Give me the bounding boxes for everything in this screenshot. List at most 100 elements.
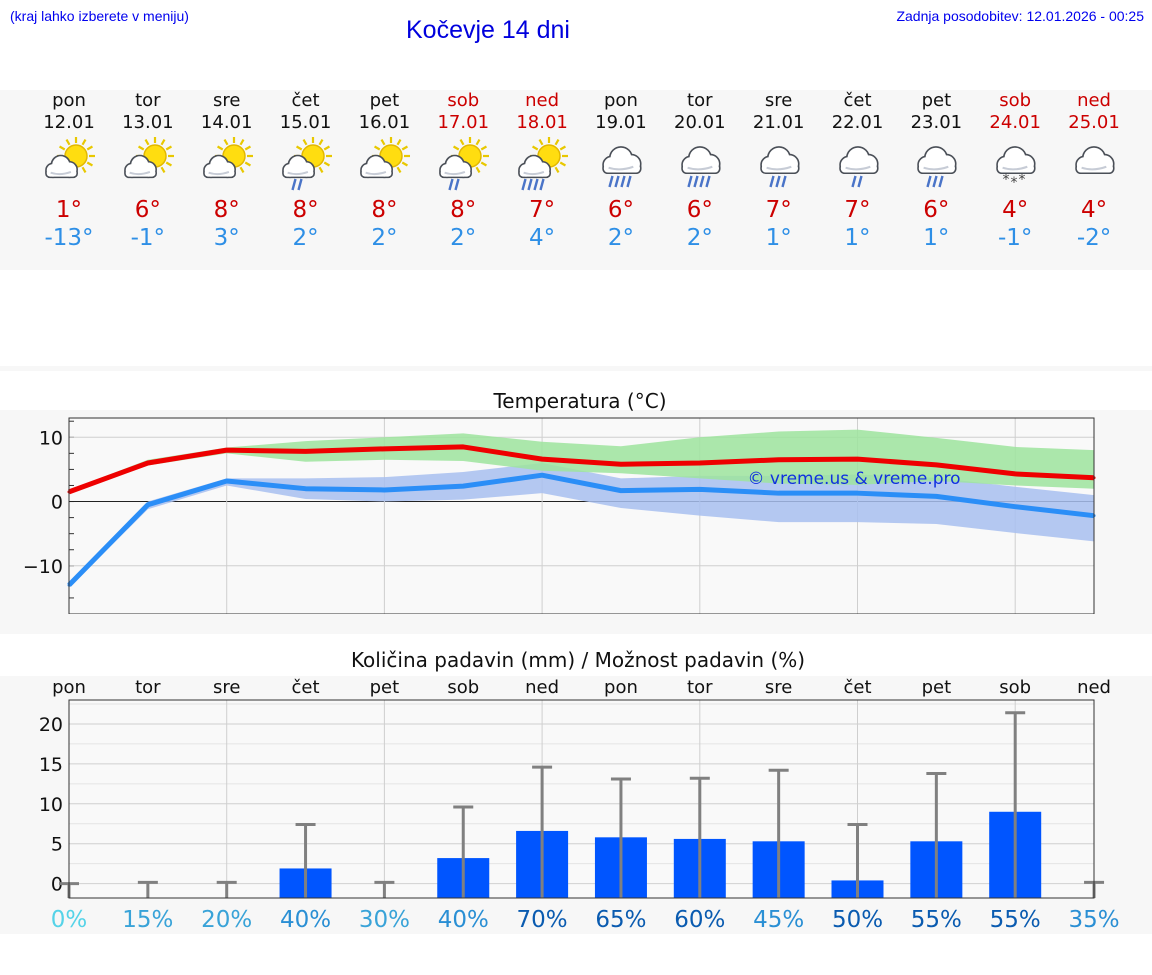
day-name: pet <box>897 90 976 112</box>
day-date: 13.01 <box>108 112 187 134</box>
temp-max: 1° <box>30 196 109 224</box>
tmax-point <box>383 447 386 450</box>
tmax-point <box>225 449 228 452</box>
precip-probability: 55% <box>990 907 1041 933</box>
day-name: čet <box>266 90 345 112</box>
y-tick-label: 5 <box>51 834 63 856</box>
temp-min: 4° <box>503 224 582 252</box>
day-column: ned25.014°-2° <box>1055 90 1134 252</box>
y-tick-label: −10 <box>23 556 63 578</box>
precip-probability: 65% <box>595 907 646 933</box>
cloud-rain-icon <box>897 134 976 196</box>
precip-probability: 60% <box>674 907 725 933</box>
day-date: 12.01 <box>30 112 109 134</box>
temp-min: -13° <box>30 224 109 252</box>
svg-text:*: * <box>1011 175 1018 191</box>
day-date: 24.01 <box>976 112 1055 134</box>
precip-probability: 40% <box>438 907 489 933</box>
tmax-point <box>698 461 701 464</box>
y-tick-label: 10 <box>39 794 63 816</box>
precip-probability: 40% <box>280 907 331 933</box>
tmin-point <box>935 495 938 498</box>
day-column: ned18.017°4° <box>503 90 582 252</box>
day-column: tor13.016°-1° <box>108 90 187 252</box>
temp-max: 8° <box>266 196 345 224</box>
svg-text:*: * <box>1003 172 1010 188</box>
cloud-icon <box>1055 134 1134 196</box>
tmin-point <box>856 492 859 495</box>
svg-text:*: * <box>1019 172 1026 188</box>
day-date: 22.01 <box>818 112 897 134</box>
tmin-point <box>304 487 307 490</box>
sun-cloud-icon <box>345 134 424 196</box>
temperature-chart: Temperatura (°C)100−10© vreme.us & vreme… <box>0 384 1152 614</box>
temp-max: 6° <box>660 196 739 224</box>
sun-cloud-light-rain-icon <box>424 134 503 196</box>
temp-min: 1° <box>818 224 897 252</box>
y-tick-label: 10 <box>39 427 63 449</box>
tmax-point <box>856 458 859 461</box>
tmin-point <box>146 503 149 506</box>
tmin-point <box>698 488 701 491</box>
day-column: čet15.018°2° <box>266 90 345 252</box>
precip-probability: 70% <box>517 907 568 933</box>
x-day-label: pon <box>52 677 86 698</box>
x-day-label: ned <box>1077 677 1111 698</box>
precip-probability: 45% <box>753 907 804 933</box>
x-day-label: pon <box>604 677 638 698</box>
tmax-point <box>304 450 307 453</box>
sun-cloud-icon <box>30 134 109 196</box>
day-name: sob <box>976 90 1055 112</box>
temp-min: -1° <box>976 224 1055 252</box>
tmax-point <box>1014 472 1017 475</box>
day-date: 15.01 <box>266 112 345 134</box>
tmin-point <box>541 474 544 477</box>
temp-min: 1° <box>739 224 818 252</box>
day-column: tor20.016°2° <box>660 90 739 252</box>
cloud-light-rain-icon <box>818 134 897 196</box>
day-column: čet22.017°1° <box>818 90 897 252</box>
day-name: čet <box>818 90 897 112</box>
y-tick-label: 15 <box>39 754 63 776</box>
tmin-point <box>383 488 386 491</box>
tmax-point <box>619 463 622 466</box>
day-date: 17.01 <box>424 112 503 134</box>
x-day-label: tor <box>687 677 713 698</box>
chart-title: Količina padavin (mm) / Možnost padavin … <box>351 648 805 672</box>
day-column: sob17.018°2° <box>424 90 503 252</box>
day-name: pet <box>345 90 424 112</box>
precip-probability: 15% <box>122 907 173 933</box>
x-day-label: tor <box>135 677 161 698</box>
sun-cloud-rain-icon <box>503 134 582 196</box>
temp-min: -2° <box>1055 224 1134 252</box>
precip-probability: 35% <box>1068 907 1119 933</box>
tmin-point <box>777 492 780 495</box>
day-column: pet23.016°1° <box>897 90 976 252</box>
day-name: sre <box>187 90 266 112</box>
x-day-label: sre <box>213 677 240 698</box>
temp-max: 8° <box>345 196 424 224</box>
day-date: 14.01 <box>187 112 266 134</box>
temp-min: 1° <box>897 224 976 252</box>
tmin-point <box>462 485 465 488</box>
sun-cloud-light-rain-icon <box>266 134 345 196</box>
tmin-point <box>225 479 228 482</box>
cloud-heavy-rain-icon <box>660 134 739 196</box>
precip-probability: 30% <box>359 907 410 933</box>
tmax-point <box>541 458 544 461</box>
tmax-point <box>146 461 149 464</box>
day-date: 18.01 <box>503 112 582 134</box>
day-date: 19.01 <box>581 112 660 134</box>
day-name: ned <box>503 90 582 112</box>
tmax-point <box>777 458 780 461</box>
tmin-point <box>619 489 622 492</box>
precip-probability: 20% <box>201 907 252 933</box>
temp-min: 2° <box>660 224 739 252</box>
y-tick-label: 20 <box>39 714 63 736</box>
day-date: 25.01 <box>1055 112 1134 134</box>
tmax-point <box>935 463 938 466</box>
day-date: 23.01 <box>897 112 976 134</box>
temp-min: 2° <box>345 224 424 252</box>
day-name: tor <box>108 90 187 112</box>
day-name: sre <box>739 90 818 112</box>
